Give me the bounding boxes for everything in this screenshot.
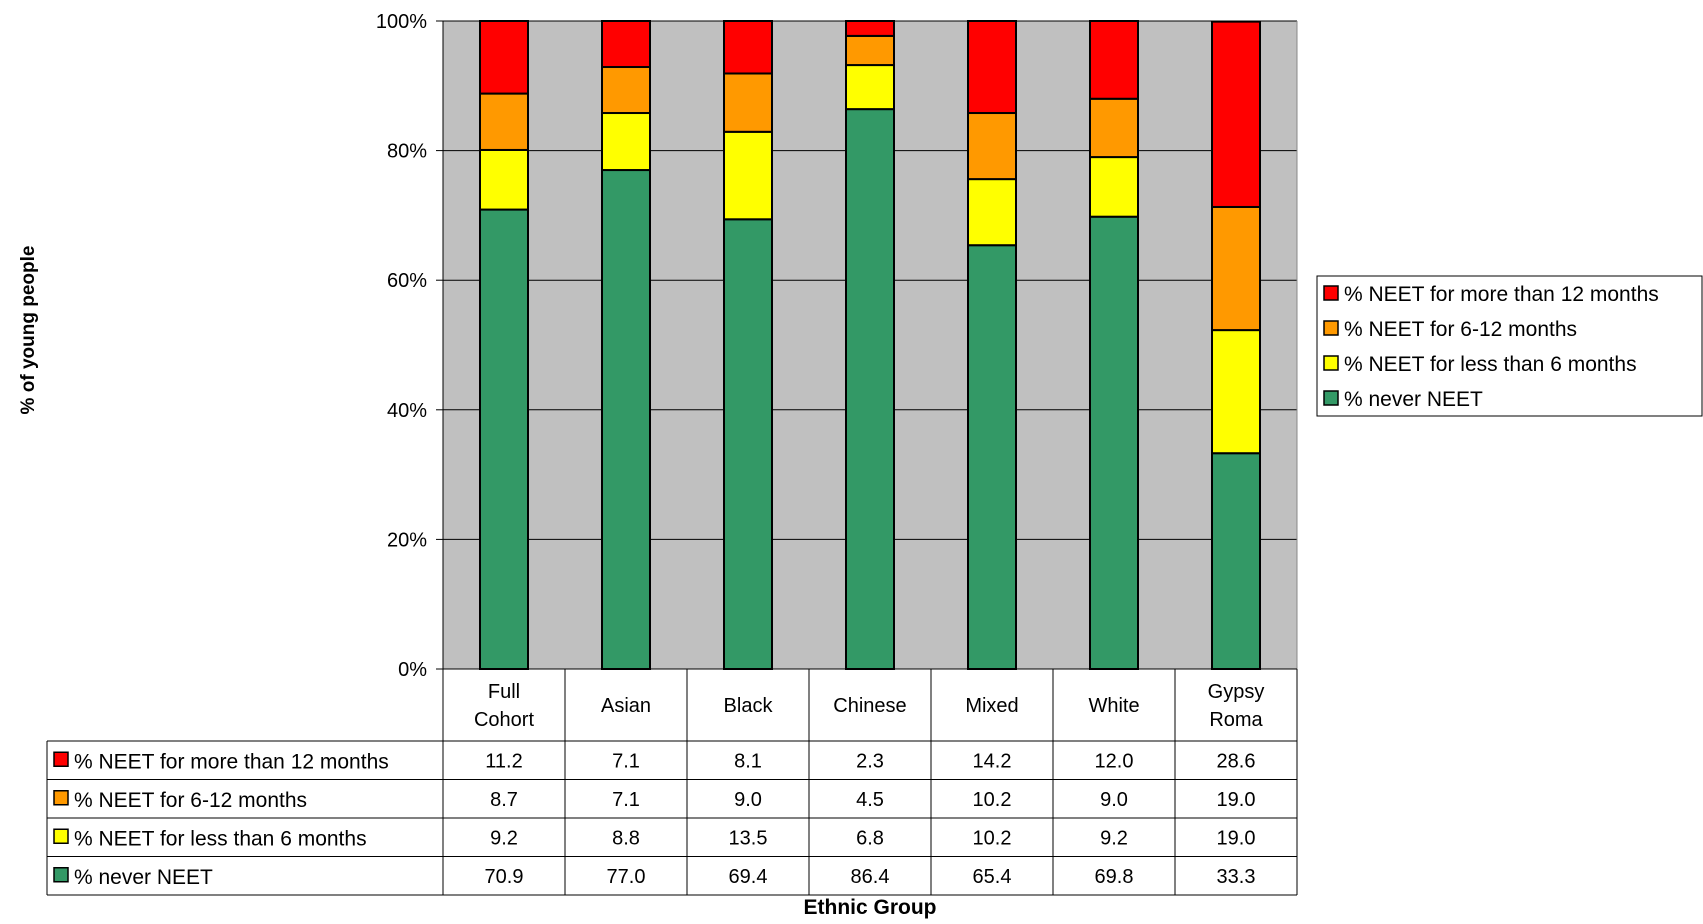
bar-segment <box>601 20 651 69</box>
bar-segment <box>723 20 773 75</box>
data-value-label: 13.5 <box>729 827 768 849</box>
data-value-label: 33.3 <box>1217 866 1256 888</box>
data-value-label: 70.9 <box>485 866 524 888</box>
data-value-label: 69.4 <box>729 866 768 888</box>
bar-segment <box>967 20 1017 115</box>
plot-area: 0% 20% 40% 60% 80% 100% <box>376 11 1298 681</box>
series-label: % never NEET <box>74 866 213 889</box>
bar-segment <box>479 208 529 670</box>
legend-label: % NEET for 6-12 months <box>1344 318 1577 341</box>
bar-segment <box>845 64 895 111</box>
bar-segment <box>723 218 773 670</box>
data-value-label: 7.1 <box>612 789 640 811</box>
x-category-label: White <box>1088 695 1139 717</box>
data-value-label: 19.0 <box>1217 827 1256 849</box>
bar-segment <box>845 108 895 671</box>
x-category-label: Black <box>724 695 774 717</box>
series-label: % NEET for 6-12 months <box>74 789 307 812</box>
bar-segment <box>967 112 1017 181</box>
data-value-label: 77.0 <box>607 866 646 888</box>
data-value-label: 11.2 <box>485 750 522 772</box>
x-category-label: Cohort <box>474 709 534 731</box>
x-category-label: Full <box>488 681 520 703</box>
y-tick-label: 80% <box>387 141 427 163</box>
bar-segment <box>1089 156 1139 218</box>
bar-segment <box>479 20 529 95</box>
legend-label: % never NEET <box>1344 388 1483 411</box>
bar-segment <box>601 112 651 172</box>
data-value-label: 9.0 <box>734 789 762 811</box>
bar-segment <box>723 130 773 221</box>
data-value-label: 10.2 <box>973 789 1012 811</box>
data-value-label: 4.5 <box>856 789 884 811</box>
bar-segment <box>601 66 651 115</box>
data-value-label: 8.7 <box>490 789 518 811</box>
data-value-label: 12.0 <box>1095 750 1134 772</box>
series-label: % NEET for more than 12 months <box>74 750 389 773</box>
legend-label: % NEET for more than 12 months <box>1344 283 1659 306</box>
y-axis-title: % of young people <box>18 246 39 415</box>
bar-segment <box>967 244 1017 670</box>
legend-key <box>1323 355 1339 371</box>
legend-key <box>1323 390 1339 406</box>
x-category-label: Chinese <box>833 695 906 717</box>
bar-segment <box>1089 215 1139 670</box>
x-category-label: Gypsy <box>1208 681 1265 703</box>
data-value-label: 14.2 <box>973 750 1012 772</box>
data-value-label: 6.8 <box>856 827 884 849</box>
bar-segment <box>601 169 651 670</box>
x-category-label: Roma <box>1209 709 1263 731</box>
legend-box <box>1316 275 1703 417</box>
y-tick-label: 20% <box>387 529 427 551</box>
legend-key <box>53 751 69 767</box>
bar-segment <box>1089 20 1139 100</box>
bar-segment <box>1211 205 1261 332</box>
data-table: Full Cohort Asian Black Chinese Mixed White Gyp… <box>46 668 1298 896</box>
data-value-label: 8.8 <box>612 827 640 849</box>
series-label: % NEET for less than 6 months <box>74 827 367 850</box>
bar-segment <box>1211 20 1261 208</box>
bar-segment <box>1089 97 1139 159</box>
data-value-label: 28.6 <box>1217 750 1256 772</box>
bar-segment <box>479 148 529 211</box>
x-category-label: Mixed <box>965 695 1018 717</box>
y-tick-label: 40% <box>387 400 427 422</box>
y-tick-label: 100% <box>376 11 427 33</box>
x-category-label: Asian <box>601 695 651 717</box>
legend-key <box>1323 285 1339 301</box>
bar-segment <box>1211 452 1261 670</box>
data-value-label: 65.4 <box>973 866 1012 888</box>
data-value-label: 8.1 <box>734 750 762 772</box>
legend-key <box>53 790 69 806</box>
bar-segment <box>479 92 529 151</box>
data-value-label: 2.3 <box>856 750 884 772</box>
y-tick-label: 0% <box>398 659 427 681</box>
data-value-label: 9.2 <box>490 827 518 849</box>
data-value-label: 10.2 <box>973 827 1012 849</box>
bar-segment <box>1211 329 1261 455</box>
bar-segment <box>845 20 895 37</box>
legend-key <box>53 867 69 883</box>
x-axis-title: Ethnic Group <box>804 896 937 919</box>
legend-key <box>1323 320 1339 336</box>
bar-segment <box>723 72 773 133</box>
legend-key <box>53 828 69 844</box>
data-value-label: 69.8 <box>1095 866 1134 888</box>
data-value-label: 19.0 <box>1217 789 1256 811</box>
y-tick-label: 60% <box>387 270 427 292</box>
bar-segment <box>845 34 895 67</box>
data-value-label: 9.2 <box>1100 827 1128 849</box>
data-value-label: 7.1 <box>612 750 640 772</box>
bar-segment <box>967 178 1017 247</box>
legend: % NEET for more than 12 months % NEET for… <box>1316 275 1703 417</box>
data-value-label: 86.4 <box>851 866 890 888</box>
data-value-label: 9.0 <box>1100 789 1128 811</box>
legend-label: % NEET for less than 6 months <box>1344 353 1637 376</box>
